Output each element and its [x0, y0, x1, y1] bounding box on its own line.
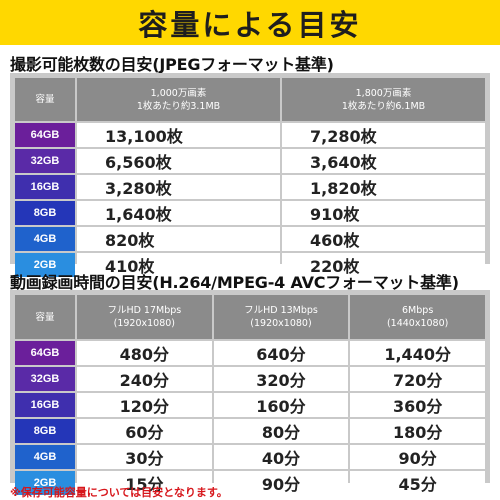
photo-table: 容量 1,000万画素 1枚あたり約3.1MB 1,800万画素 1枚あたり約6…: [13, 76, 487, 279]
table-row: 4GB 820枚 460枚: [15, 227, 485, 251]
capacity-label: 32GB: [15, 367, 75, 391]
photo-col-0-line1: 1,000万画素: [150, 87, 207, 99]
photo-count-cell: 1,820枚: [282, 175, 485, 199]
photo-count-cell: 460枚: [282, 227, 485, 251]
photo-count-cell: 910枚: [282, 201, 485, 225]
banner: 容量による目安: [0, 0, 500, 45]
capacity-label: 32GB: [15, 149, 75, 173]
video-col-header-2: 6Mbps (1440x1080): [350, 295, 485, 339]
photo-col-1-line2: 1枚あたり約6.1MB: [341, 100, 426, 112]
photo-col-0-line2: 1枚あたり約3.1MB: [136, 100, 221, 112]
video-time-cell: 1,440分: [350, 341, 485, 365]
video-table: 容量 フルHD 17Mbps (1920x1080) フルHD 13Mbps (…: [13, 293, 487, 497]
video-time-cell: 160分: [213, 393, 349, 417]
capacity-label: 2GB: [15, 471, 75, 495]
photo-count-cell: 820枚: [77, 227, 280, 251]
video-col-1-line1: フルHD 13Mbps: [244, 305, 318, 316]
video-col-0-line1: フルHD 17Mbps: [107, 305, 182, 316]
photo-col-header-0: 1,000万画素 1枚あたり約3.1MB: [77, 78, 280, 121]
video-time-cell: 640分: [213, 341, 349, 365]
video-col-0-line2: (1920x1080): [113, 318, 176, 329]
video-col-2-line2: (1440x1080): [386, 318, 449, 329]
video-time-cell: 60分: [77, 419, 212, 443]
table-row: 16GB 120分 160分 360分: [15, 393, 485, 417]
video-time-cell: 120分: [77, 393, 212, 417]
video-col-2-line1: 6Mbps: [402, 305, 434, 316]
video-table-panel: 容量 フルHD 17Mbps (1920x1080) フルHD 13Mbps (…: [10, 290, 490, 495]
photo-count-cell: 220枚: [282, 253, 485, 277]
banner-title: 容量による目安: [138, 7, 362, 42]
photo-section-title: 撮影可能枚数の目安(JPEGフォーマット基準): [10, 55, 334, 74]
video-time-cell: 15分: [77, 471, 212, 495]
capacity-label: 8GB: [15, 419, 75, 443]
footnote: ※保存可能容量については目安となります。: [10, 486, 228, 499]
table-row: 2GB 15分 90分 45分: [15, 471, 485, 495]
capacity-header: 容量: [15, 295, 75, 339]
video-time-cell: 30分: [77, 445, 212, 469]
capacity-label: 64GB: [15, 341, 75, 365]
video-time-cell: 90分: [350, 445, 485, 469]
photo-col-header-1: 1,800万画素 1枚あたり約6.1MB: [282, 78, 485, 121]
table-row: 8GB 1,640枚 910枚: [15, 201, 485, 225]
table-row: 64GB 13,100枚 7,280枚: [15, 123, 485, 147]
photo-table-header: 容量 1,000万画素 1枚あたり約3.1MB 1,800万画素 1枚あたり約6…: [15, 78, 485, 121]
capacity-label: 8GB: [15, 201, 75, 225]
table-row: 4GB 30分 40分 90分: [15, 445, 485, 469]
photo-count-cell: 6,560枚: [77, 149, 280, 173]
photo-table-panel: 容量 1,000万画素 1枚あたり約3.1MB 1,800万画素 1枚あたり約6…: [10, 73, 490, 277]
video-col-header-1: フルHD 13Mbps (1920x1080): [213, 295, 349, 339]
video-col-1-line2: (1920x1080): [250, 318, 312, 329]
video-time-cell: 45分: [350, 471, 485, 495]
video-time-cell: 180分: [350, 419, 485, 443]
table-row: 32GB 6,560枚 3,640枚: [15, 149, 485, 173]
capacity-label: 64GB: [15, 123, 75, 147]
table-row: 64GB 480分 640分 1,440分: [15, 341, 485, 365]
capacity-label: 2GB: [15, 253, 75, 277]
capacity-label: 16GB: [15, 175, 75, 199]
video-table-header: 容量 フルHD 17Mbps (1920x1080) フルHD 13Mbps (…: [15, 295, 485, 339]
capacity-label: 4GB: [15, 445, 75, 469]
photo-count-cell: 7,280枚: [282, 123, 485, 147]
video-time-cell: 90分: [213, 471, 349, 495]
capacity-header: 容量: [15, 78, 75, 121]
video-section-title: 動画録画時間の目安(H.264/MPEG-4 AVCフォーマット基準): [10, 273, 459, 292]
table-row: 32GB 240分 320分 720分: [15, 367, 485, 391]
capacity-label: 4GB: [15, 227, 75, 251]
capacity-label: 16GB: [15, 393, 75, 417]
photo-count-cell: 3,280枚: [77, 175, 280, 199]
table-row: 8GB 60分 80分 180分: [15, 419, 485, 443]
video-time-cell: 480分: [77, 341, 212, 365]
video-time-cell: 320分: [213, 367, 349, 391]
video-time-cell: 720分: [350, 367, 485, 391]
photo-col-1-line1: 1,800万画素: [355, 87, 412, 99]
video-time-cell: 40分: [213, 445, 349, 469]
photo-count-cell: 1,640枚: [77, 201, 280, 225]
photo-count-cell: 3,640枚: [282, 149, 485, 173]
video-time-cell: 360分: [350, 393, 485, 417]
table-row: 2GB 410枚 220枚: [15, 253, 485, 277]
video-time-cell: 80分: [213, 419, 349, 443]
video-col-header-0: フルHD 17Mbps (1920x1080): [77, 295, 212, 339]
video-time-cell: 240分: [77, 367, 212, 391]
photo-count-cell: 410枚: [77, 253, 280, 277]
table-row: 16GB 3,280枚 1,820枚: [15, 175, 485, 199]
photo-count-cell: 13,100枚: [77, 123, 280, 147]
